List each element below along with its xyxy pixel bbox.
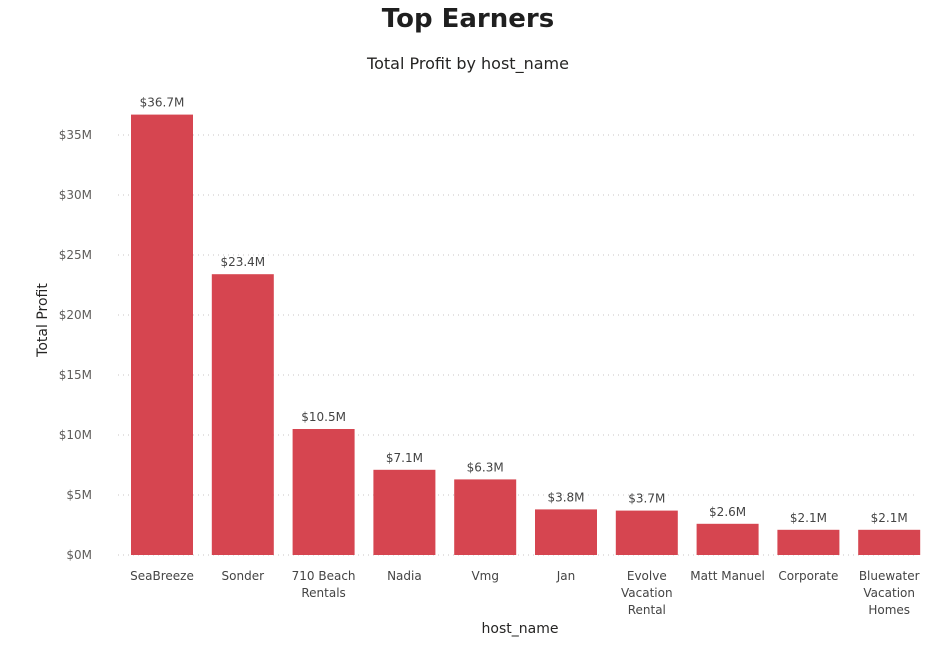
x-category-line: Homes (868, 603, 910, 617)
data-label: $2.6M (709, 505, 746, 519)
x-category-label: SeaBreeze (130, 569, 194, 583)
data-label: $3.7M (628, 492, 665, 506)
y-tick-label: $0M (66, 548, 92, 562)
x-category-label: Jan (556, 569, 576, 583)
x-category-line: Nadia (387, 569, 422, 583)
x-category-label: Corporate (778, 569, 838, 583)
x-category-line: Vmg (471, 569, 499, 583)
y-tick-label: $15M (59, 368, 92, 382)
x-category-line: Corporate (778, 569, 838, 583)
bar[interactable] (131, 114, 193, 555)
bar[interactable] (211, 274, 274, 555)
data-label: $23.4M (220, 255, 265, 269)
x-category-line: Evolve (627, 569, 667, 583)
x-category-label: 710 Beach Rentals (292, 569, 356, 600)
bar[interactable] (777, 529, 840, 555)
data-label: $7.1M (386, 451, 423, 465)
bar[interactable] (858, 529, 921, 555)
x-category-line: Vacation (621, 586, 673, 600)
y-tick-label: $10M (59, 428, 92, 442)
x-axis-title: host_name (482, 621, 559, 637)
data-label: $6.3M (467, 460, 504, 474)
y-axis-ticks: $0M $5M $10M $15M $20M $25M $30M $35M (59, 128, 92, 562)
y-tick-label: $35M (59, 128, 92, 142)
x-category-line: SeaBreeze (130, 569, 194, 583)
chart-title: Total Profit by host_name (367, 54, 569, 73)
x-category-label: Sonder (222, 569, 265, 583)
x-category-line: Matt Manuel (690, 569, 765, 583)
y-axis-title: Total Profit (35, 283, 51, 358)
bar[interactable] (615, 510, 678, 555)
bar[interactable] (292, 429, 355, 555)
data-label: $36.7M (140, 96, 185, 110)
y-tick-label: $30M (59, 188, 92, 202)
bar[interactable] (696, 523, 759, 555)
data-labels: $36.7M $23.4M $10.5M $7.1M $6.3M $3.8M $3.7M $2… (140, 96, 908, 525)
x-category-line: Rental (628, 603, 666, 617)
data-label: $10.5M (301, 410, 346, 424)
data-label: $3.8M (547, 490, 584, 504)
page-title: Top Earners (381, 4, 555, 34)
data-label: $2.1M (871, 511, 908, 525)
y-tick-label: $25M (59, 248, 92, 262)
x-category-label: Nadia (387, 569, 422, 583)
x-category-line: Rentals (301, 586, 345, 600)
x-category-label: Vmg (471, 569, 499, 583)
data-label: $2.1M (790, 511, 827, 525)
bar[interactable] (373, 469, 436, 555)
bars (131, 114, 921, 555)
x-category-line: Sonder (222, 569, 265, 583)
bar[interactable] (454, 479, 517, 555)
x-category-line: Vacation (863, 586, 915, 600)
x-category-line: Jan (556, 569, 576, 583)
x-category-label: Matt Manuel (690, 569, 765, 583)
x-category-line: 710 Beach (292, 569, 356, 583)
x-category-line: Bluewater (859, 569, 920, 583)
x-category-label: Bluewater Vacation Homes (859, 569, 920, 617)
y-tick-label: $20M (59, 308, 92, 322)
bar[interactable] (535, 509, 597, 555)
x-category-label: Evolve Vacation Rental (621, 569, 673, 617)
y-tick-label: $5M (66, 488, 92, 502)
x-axis-categories: SeaBreeze Sonder 710 Beach Rentals Nadia Vmg J… (130, 569, 919, 617)
